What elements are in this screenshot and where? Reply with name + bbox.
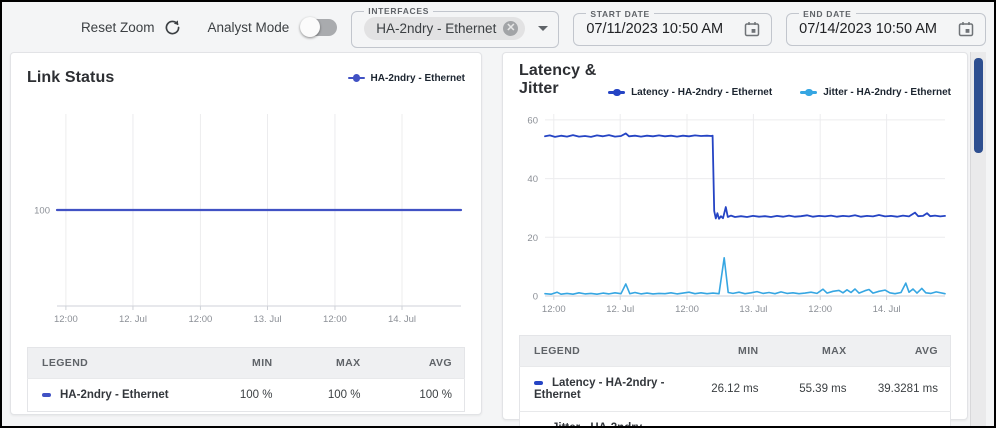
x-axis-tick-label: 12:00 <box>54 314 78 325</box>
toolbar: Reset Zoom Analyst Mode INTERFACES HA-2n… <box>2 2 994 52</box>
toggle-knob <box>300 17 321 37</box>
calendar-icon[interactable] <box>957 20 975 38</box>
y-axis-tick-label: 60 <box>527 115 538 126</box>
link-status-stats-table: LEGEND MIN MAX AVG HA-2ndry - Ethernet 100 %… <box>27 347 465 412</box>
latency-jitter-stats-table: LEGEND MIN MAX AVG Latency - HA-2ndry - Eth… <box>519 335 951 428</box>
interface-chip-label: HA-2ndry - Ethernet <box>376 21 497 36</box>
table-header-cell: AVG <box>372 347 465 379</box>
interface-chip[interactable]: HA-2ndry - Ethernet ✕ <box>364 17 526 40</box>
x-axis-tick-label: 12. Jul <box>119 314 147 325</box>
end-date-value[interactable]: 07/14/2023 10:50 AM <box>799 20 937 37</box>
y-axis-tick-label: 100 <box>34 206 50 217</box>
x-axis-tick-label: 13. Jul <box>253 314 281 325</box>
series-marker-icon <box>534 381 543 385</box>
table-row: HA-2ndry - Ethernet 100 % 100 % 100 % <box>27 378 465 412</box>
link-status-chart[interactable]: 100 12:00 12. Jul 12:00 13. Jul 12:00 14. Jul <box>27 104 467 332</box>
legend-entry[interactable]: HA-2ndry - Ethernet <box>347 72 465 84</box>
y-axis-tick-label: 40 <box>527 174 538 185</box>
start-date-label: START DATE <box>590 8 650 19</box>
series-line <box>544 257 946 295</box>
legend-marker-icon <box>347 74 365 83</box>
analyst-mode-control: Analyst Mode <box>207 17 338 37</box>
legend-marker-icon <box>608 88 626 97</box>
series-marker-icon <box>42 393 51 397</box>
stat-max-value: 100 % <box>284 378 373 412</box>
reset-zoom-label: Reset Zoom <box>80 19 155 35</box>
x-axis-tick-label: 12. Jul <box>606 304 634 315</box>
x-axis-tick-label: 12:00 <box>808 304 832 315</box>
series-label: HA-2ndry - Ethernet <box>60 389 169 401</box>
chevron-down-icon[interactable] <box>538 26 549 31</box>
stat-min-value: 100 % <box>192 378 285 412</box>
table-header-cell: AVG <box>858 335 951 367</box>
latency-jitter-legend: Latency - HA-2ndry - Ethernet Jitter - HA… <box>608 87 951 98</box>
start-date-field[interactable]: START DATE 07/11/2023 10:50 AM <box>573 8 773 46</box>
vertical-scrollbar[interactable] <box>970 52 986 426</box>
stat-min-value: 26.12 ms <box>678 366 771 412</box>
x-axis-tick-label: 13. Jul <box>739 304 767 315</box>
legend-marker-icon <box>800 88 818 97</box>
series-line <box>544 132 946 220</box>
link-status-legend: HA-2ndry - Ethernet <box>347 72 465 84</box>
x-axis-tick-label: 12:00 <box>675 304 699 315</box>
analyst-mode-label: Analyst Mode <box>207 19 290 35</box>
x-axis-tick-label: 14. Jul <box>388 314 416 325</box>
scrollbar-thumb[interactable] <box>974 58 983 153</box>
y-axis-tick-label: 20 <box>527 233 538 244</box>
interfaces-label: INTERFACES <box>368 6 430 16</box>
latency-jitter-card: Latency & Jitter Latency - HA-2ndry - Et… <box>502 52 968 426</box>
x-axis-tick-label: 12:00 <box>189 314 213 325</box>
stat-max-value: 55.39 ms <box>770 366 859 412</box>
legend-entry-label: Latency - HA-2ndry - Ethernet <box>631 87 773 98</box>
charts-row: Link Status HA-2ndry - Ethernet 100 12:00… <box>2 52 994 426</box>
legend-entry-label: Jitter - HA-2ndry - Ethernet <box>823 87 951 98</box>
table-row: Latency - HA-2ndry - Ethernet 26.12 ms 55.… <box>519 366 951 412</box>
table-row: Jitter - HA-2ndry - Ethernet 0.07 ms13.01… <box>519 411 951 428</box>
table-header-cell: LEGEND <box>27 347 193 379</box>
legend-entry[interactable]: Latency - HA-2ndry - Ethernet <box>608 87 772 98</box>
link-status-title: Link Status <box>27 69 115 86</box>
reset-zoom-icon <box>164 19 181 36</box>
series-label: Jitter - HA-2ndry - Ethernet <box>552 422 650 428</box>
legend-entry[interactable]: Jitter - HA-2ndry - Ethernet <box>800 87 951 98</box>
x-axis-tick-label: 12:00 <box>323 314 347 325</box>
end-date-label: END DATE <box>803 8 852 19</box>
calendar-icon[interactable] <box>743 20 761 38</box>
end-date-field[interactable]: END DATE 07/14/2023 10:50 AM <box>786 8 986 46</box>
table-header-cell: MAX <box>770 335 859 367</box>
analyst-mode-toggle[interactable] <box>300 17 338 37</box>
link-status-card: Link Status HA-2ndry - Ethernet 100 12:00… <box>10 52 482 415</box>
start-date-value[interactable]: 07/11/2023 10:50 AM <box>586 20 724 37</box>
stat-avg-value: 39.3281 ms <box>858 366 951 412</box>
x-axis-tick-label: 12:00 <box>542 304 566 315</box>
stat-avg-value: 100 % <box>372 378 465 412</box>
reset-zoom-button[interactable]: Reset Zoom <box>81 19 182 36</box>
table-header-cell: MAX <box>284 347 373 379</box>
table-header-cell: MIN <box>192 347 285 379</box>
table-header-cell: MIN <box>678 335 771 367</box>
stat-max-value: 13.01 ms <box>770 411 859 426</box>
x-axis-tick-label: 14. Jul <box>873 304 901 315</box>
stat-min-value: 0.07 ms <box>678 411 771 426</box>
chip-remove-icon[interactable]: ✕ <box>503 21 519 36</box>
latency-jitter-chart[interactable]: 0 20 40 60 12:00 12. Jul 12:00 13. Jul 12:00 14. … <box>519 106 953 320</box>
legend-entry-label: HA-2ndry - Ethernet <box>370 72 465 84</box>
table-header-cell: LEGEND <box>519 335 679 367</box>
y-axis-tick-label: 0 <box>533 292 538 303</box>
interfaces-select[interactable]: INTERFACES HA-2ndry - Ethernet ✕ <box>351 6 560 48</box>
stat-avg-value: 0.9615 ms <box>858 411 951 426</box>
series-label: Latency - HA-2ndry - Ethernet <box>534 377 665 401</box>
latency-jitter-title: Latency & Jitter <box>519 62 597 97</box>
